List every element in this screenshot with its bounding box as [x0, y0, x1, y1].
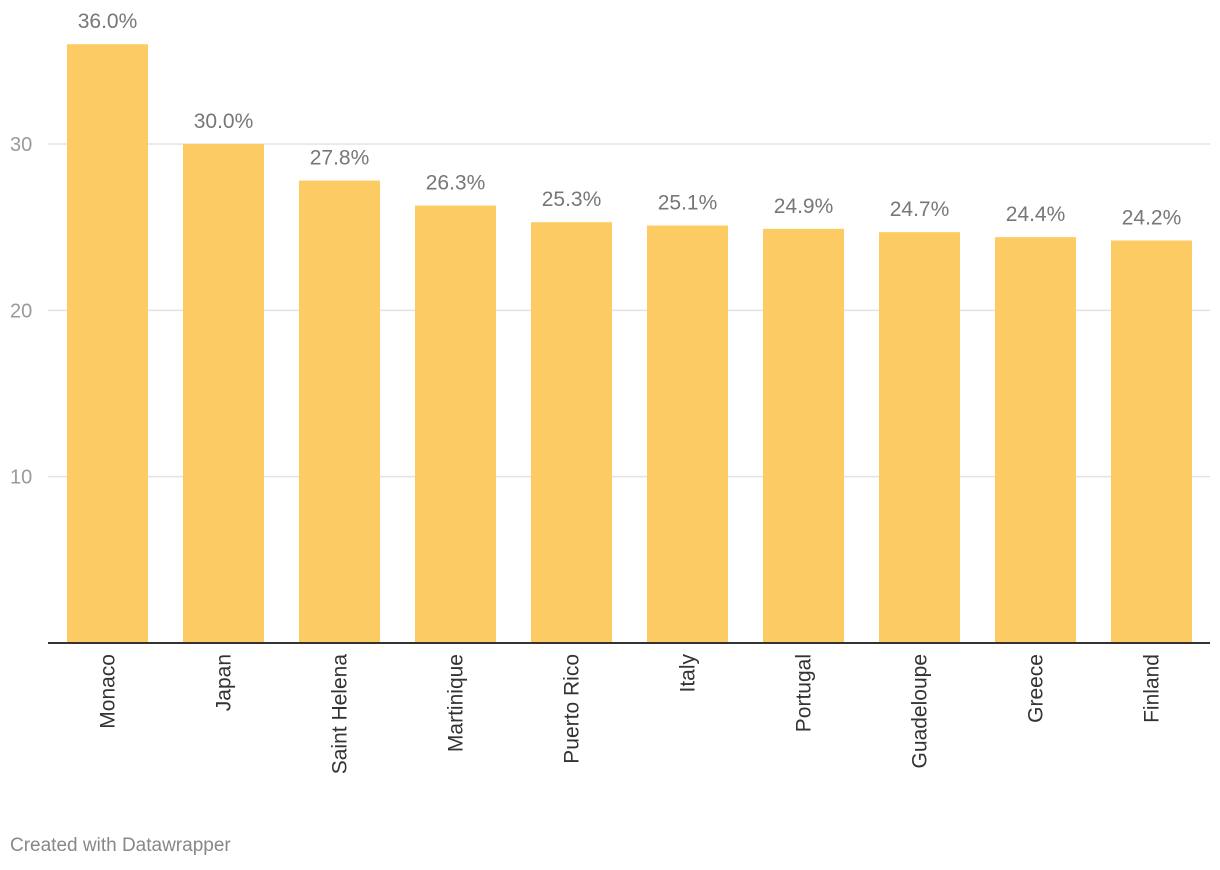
bar-finland[interactable] [1111, 240, 1192, 643]
x-category-label: Greece [1025, 654, 1048, 723]
bar-italy[interactable] [647, 225, 728, 643]
bar-martinique[interactable] [415, 205, 496, 643]
y-tick-label: 20 [10, 300, 32, 322]
data-label: 26.3% [426, 172, 486, 195]
data-label: 24.4% [1006, 203, 1066, 226]
data-label: 27.8% [310, 147, 370, 170]
data-label: 36.0% [78, 10, 138, 33]
bar-portugal[interactable] [763, 228, 844, 643]
bar-saint-helena[interactable] [299, 180, 380, 644]
bar-guadeloupe[interactable] [879, 232, 960, 643]
data-label: 25.3% [542, 188, 602, 211]
bars [67, 44, 1192, 644]
x-category-label: Monaco [97, 654, 120, 729]
x-category-label: Martinique [445, 654, 468, 752]
bar-monaco[interactable] [67, 44, 148, 643]
bar-puerto-rico[interactable] [531, 222, 612, 643]
y-tick-label: 30 [10, 134, 32, 156]
data-label: 25.1% [658, 192, 718, 215]
x-category-label: Portugal [793, 654, 816, 732]
x-category-label: Japan [213, 654, 236, 711]
bar-greece[interactable] [995, 237, 1076, 643]
x-category-label: Puerto Rico [561, 654, 584, 764]
y-axis-tick-labels: 10 20 30 [10, 134, 32, 489]
data-label: 24.2% [1122, 206, 1182, 229]
data-labels: 36.0% 30.0% 27.8% 26.3% 25.3% 25.1% 24.9% 24.7%… [78, 10, 1182, 229]
y-tick-label: 10 [10, 467, 32, 489]
data-label: 24.9% [774, 195, 834, 218]
bar-chart: 10 20 30 36.0% 30.0% 27.8% 26.3% 25.3% 25.1% 24.… [10, 10, 1210, 775]
data-label: 30.0% [194, 110, 254, 133]
x-axis-category-labels: Monaco Japan Saint Helena Martinique Puerto … [97, 654, 1164, 775]
x-category-label: Saint Helena [329, 654, 352, 775]
data-label: 24.7% [890, 198, 950, 221]
x-category-label: Italy [677, 654, 700, 693]
x-category-label: Finland [1141, 654, 1164, 723]
bar-japan[interactable] [183, 144, 264, 643]
datawrapper-credit[interactable]: Created with Datawrapper [10, 835, 231, 856]
x-category-label: Guadeloupe [909, 654, 932, 768]
